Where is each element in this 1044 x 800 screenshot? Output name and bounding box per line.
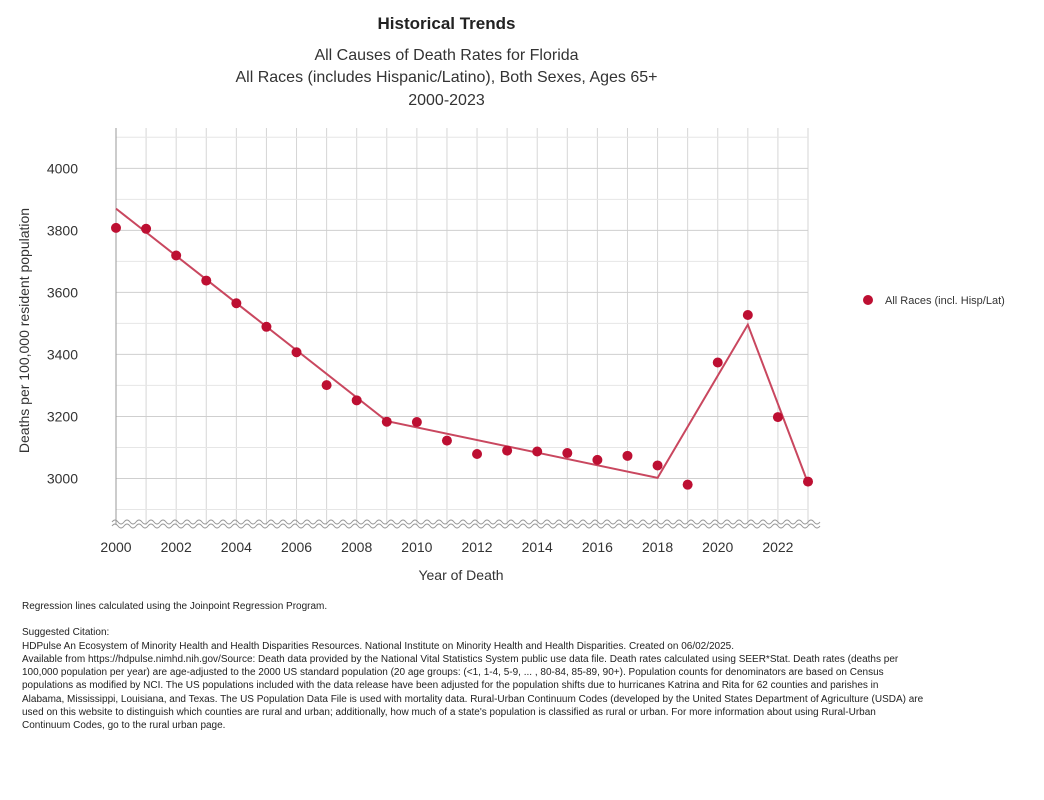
data-point bbox=[562, 448, 573, 459]
x-tick-label: 2010 bbox=[401, 539, 432, 555]
data-point bbox=[231, 298, 242, 309]
chart-subtitle-line-3: 2000-2023 bbox=[408, 92, 485, 109]
data-point bbox=[652, 460, 663, 471]
citation-line: HDPulse An Ecosystem of Minority Health … bbox=[22, 640, 735, 652]
y-tick-label: 3800 bbox=[47, 222, 78, 238]
data-point bbox=[441, 435, 452, 446]
chart-title: Historical Trends bbox=[377, 14, 516, 33]
axis-break-wave-top bbox=[111, 519, 821, 525]
citation-line: used on this website to distinguish whic… bbox=[22, 707, 876, 719]
data-point bbox=[682, 479, 693, 490]
chart-subtitle-line-1: All Causes of Death Rates for Florida bbox=[314, 47, 579, 64]
data-points bbox=[111, 222, 813, 490]
data-point bbox=[742, 310, 753, 321]
y-tick-label: 3200 bbox=[47, 408, 78, 424]
data-point bbox=[502, 445, 513, 456]
data-point bbox=[321, 380, 332, 391]
y-tick-label: 3400 bbox=[47, 346, 78, 362]
data-point bbox=[712, 357, 723, 368]
data-point bbox=[351, 395, 362, 406]
axes: 3000 3200 3400 3600 3800 4000 2000 2002 2004 2006… bbox=[16, 128, 821, 583]
data-point bbox=[592, 454, 603, 465]
data-point bbox=[532, 446, 543, 457]
y-tick-label: 3600 bbox=[47, 284, 78, 300]
y-axis-title: Deaths per 100,000 resident population bbox=[16, 208, 32, 453]
data-point bbox=[803, 476, 813, 487]
y-tick-label: 4000 bbox=[47, 160, 78, 176]
legend[interactable]: All Races (incl. Hisp/Lat) bbox=[863, 295, 1005, 307]
data-point bbox=[141, 223, 152, 234]
trend-chart: 3000 3200 3400 3600 3800 4000 2000 2002 2004 2006… bbox=[16, 128, 1005, 583]
y-tick-label: 3000 bbox=[47, 470, 78, 486]
data-point bbox=[201, 275, 212, 286]
axis-break-wave-bottom bbox=[111, 523, 821, 529]
x-tick-label: 2008 bbox=[341, 539, 372, 555]
regression-line-layer bbox=[115, 207, 809, 484]
data-point bbox=[171, 250, 182, 261]
data-point bbox=[772, 412, 783, 423]
chart-subtitle-line-2: All Races (includes Hispanic/Latino), Bo… bbox=[235, 69, 658, 86]
data-point bbox=[261, 321, 272, 332]
data-point bbox=[411, 417, 422, 428]
x-tick-label: 2006 bbox=[281, 539, 312, 555]
data-point bbox=[291, 347, 302, 358]
x-tick-label: 2000 bbox=[100, 539, 131, 555]
x-tick-label: 2012 bbox=[461, 539, 492, 555]
citation-line: Available from https://hdpulse.nimhd.nih… bbox=[22, 653, 899, 665]
citation-line: 100,000 population per year) are age-adj… bbox=[22, 667, 884, 679]
x-tick-label: 2004 bbox=[221, 539, 252, 555]
legend-label: All Races (incl. Hisp/Lat) bbox=[885, 295, 1005, 307]
footnotes: Regression lines calculated using the Jo… bbox=[22, 600, 972, 733]
x-tick-label: 2002 bbox=[161, 539, 192, 555]
data-point bbox=[472, 448, 483, 459]
grid-lines bbox=[115, 128, 809, 525]
x-tick-label: 2016 bbox=[582, 539, 613, 555]
citation-line: Continuum Codes, go to the rural urban p… bbox=[22, 720, 226, 732]
data-point bbox=[381, 416, 392, 427]
data-point bbox=[622, 450, 633, 461]
legend-marker bbox=[863, 295, 873, 305]
x-tick-label: 2022 bbox=[762, 539, 793, 555]
x-tick-label: 2014 bbox=[522, 539, 553, 555]
x-tick-label: 2018 bbox=[642, 539, 673, 555]
x-tick-label: 2020 bbox=[702, 539, 733, 555]
regression-note: Regression lines calculated using the Jo… bbox=[22, 601, 328, 612]
data-point bbox=[111, 222, 121, 233]
citation-line: populations as modified by NCI. The US p… bbox=[22, 680, 879, 692]
citation-line: Alabama, Mississippi, Louisiana, and Tex… bbox=[22, 693, 924, 705]
citation-heading: Suggested Citation: bbox=[22, 627, 110, 639]
x-axis-title: Year of Death bbox=[418, 567, 503, 583]
regression-line bbox=[115, 207, 809, 484]
